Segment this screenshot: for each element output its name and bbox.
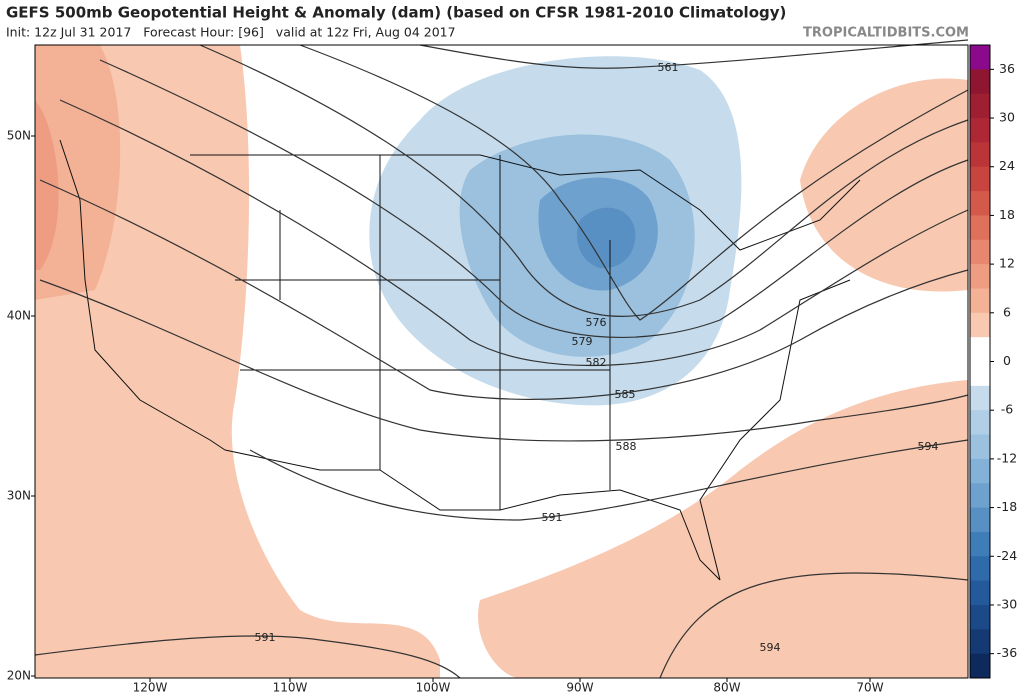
lat-label: 20N [7, 669, 31, 683]
contour [39, 179, 969, 400]
lon-label: 70W [856, 681, 883, 695]
anomaly-negative [576, 207, 636, 269]
colorbar-band [970, 483, 990, 509]
contour-label: 591 [542, 511, 563, 524]
border-south [224, 449, 721, 581]
colorbar-band [970, 288, 990, 314]
colorbar-band [970, 604, 990, 630]
colorbar-band [970, 531, 990, 557]
colorbar-band [970, 312, 990, 338]
colorbar-band [970, 215, 990, 241]
colorbar-label: -6 [1001, 402, 1014, 417]
watermark: TROPICALTIDBITS.COM [803, 26, 969, 41]
colorbar-label: 12 [999, 256, 1015, 271]
anomaly-positive [478, 380, 968, 678]
contour [34, 635, 461, 679]
lon-label: 110W [273, 681, 308, 695]
map-frame [34, 44, 969, 679]
colorbar-band [970, 507, 990, 533]
contour-label: 588 [616, 440, 637, 453]
coastline-east [699, 279, 851, 581]
contour-label: 585 [615, 388, 636, 401]
lat-label: 50N [7, 129, 31, 143]
colorbar-label: -12 [997, 450, 1017, 465]
contour-label: 561 [658, 61, 679, 74]
colorbar-band [970, 434, 990, 460]
colorbar-band [970, 410, 990, 436]
colorbar: 36 30 24 18 12 6 0 -6 -12 -18 -24 -30 -36 [969, 44, 1017, 679]
colorbar-label: 24 [999, 158, 1015, 173]
subtitle: Init: 12z Jul 31 2017 Forecast Hour: [96… [6, 25, 456, 40]
map: 50N 40N 30N 20N 120W 110W 100W 90W 80W 70W 561 576 5… [7, 39, 969, 695]
lon-label: 100W [416, 681, 451, 695]
contour [199, 44, 969, 317]
anomaly-positive [35, 100, 59, 270]
contour-label: 594 [918, 440, 939, 453]
anomaly-positive [800, 78, 968, 292]
anomaly-positive [35, 45, 121, 300]
contour [659, 572, 969, 679]
colorbar-band [970, 337, 990, 362]
contour-label: 591 [255, 631, 276, 644]
colorbar-band [970, 45, 990, 70]
contour [419, 39, 969, 69]
colorbar-label: -36 [997, 645, 1017, 660]
colorbar-band [970, 361, 990, 387]
colorbar-band [970, 580, 990, 606]
anomaly-positive [35, 45, 440, 678]
colorbar-band [970, 191, 990, 216]
lat-label: 40N [7, 309, 31, 323]
colorbar-band [970, 629, 990, 655]
colorbar-band [970, 93, 990, 119]
colorbar-band [970, 556, 990, 582]
lon-label: 80W [713, 681, 740, 695]
colorbar-band [970, 458, 990, 484]
colorbar-label: -18 [997, 499, 1017, 514]
colorbar-label: 0 [1003, 353, 1011, 368]
border-north [190, 154, 861, 251]
colorbar-band [970, 69, 990, 95]
colorbar-label: -24 [997, 548, 1017, 563]
coastline [59, 139, 226, 451]
colorbar-label: 6 [1003, 304, 1011, 319]
colorbar-label: -30 [997, 596, 1017, 611]
map-labels: 50N 40N 30N 20N 120W 110W 100W 90W 80W 70W 561 576 5… [7, 61, 939, 695]
contour-label: 594 [760, 641, 781, 654]
colorbar-band [970, 118, 990, 143]
colorbar-band [970, 653, 990, 679]
colorbar-band [970, 385, 990, 411]
colorbar-label: 18 [999, 207, 1015, 222]
colorbar-band [970, 239, 990, 265]
lon-label: 90W [566, 681, 593, 695]
colorbar-band [970, 264, 990, 289]
colorbar-label: 30 [999, 110, 1015, 125]
colorbar-band [970, 142, 990, 168]
contour [59, 99, 969, 367]
contours [34, 39, 969, 679]
colorbar-band [970, 166, 990, 192]
contour [249, 439, 969, 521]
title: GEFS 500mb Geopotential Height & Anomaly… [6, 4, 786, 22]
lat-label: 30N [7, 489, 31, 503]
contour [39, 279, 969, 442]
lon-label: 120W [133, 681, 168, 695]
borders [59, 139, 861, 581]
contour [99, 59, 969, 339]
contour-label: 576 [586, 316, 607, 329]
contour-label: 582 [586, 356, 607, 369]
colorbar-label: 36 [999, 61, 1015, 76]
contour [299, 44, 969, 321]
contour-label: 579 [572, 335, 593, 348]
